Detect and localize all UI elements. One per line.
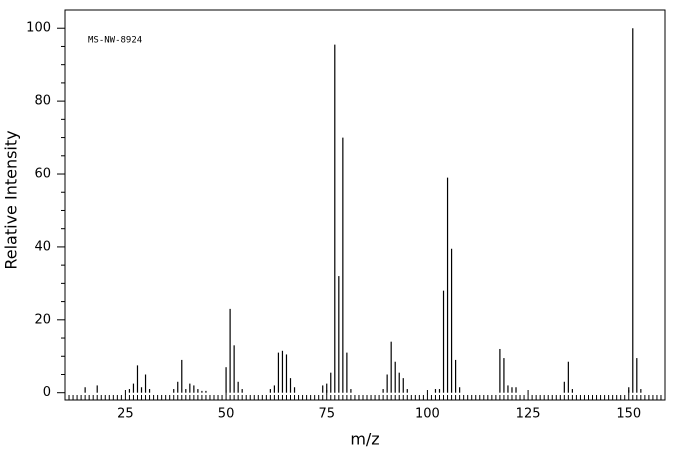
x-tick-label: 100	[415, 407, 440, 422]
x-tick-label: 75	[318, 407, 335, 422]
x-tick-label: 50	[218, 407, 235, 422]
plot-frame	[64, 9, 666, 401]
y-tick-label: 0	[43, 385, 51, 400]
y-tick-label: 100	[26, 21, 51, 36]
x-axis-title: m/z	[350, 430, 379, 449]
x-tick-label: 25	[117, 407, 134, 422]
y-tick-label: 40	[34, 239, 51, 254]
y-tick-label: 80	[34, 94, 51, 109]
x-tick-label: 125	[516, 407, 541, 422]
x-tick-label: 150	[616, 407, 641, 422]
y-axis-title: Relative Intensity	[2, 130, 21, 269]
y-tick-label: 20	[34, 312, 51, 327]
annotation: MS-NW-8924	[88, 36, 142, 46]
y-tick-label: 60	[34, 167, 51, 182]
